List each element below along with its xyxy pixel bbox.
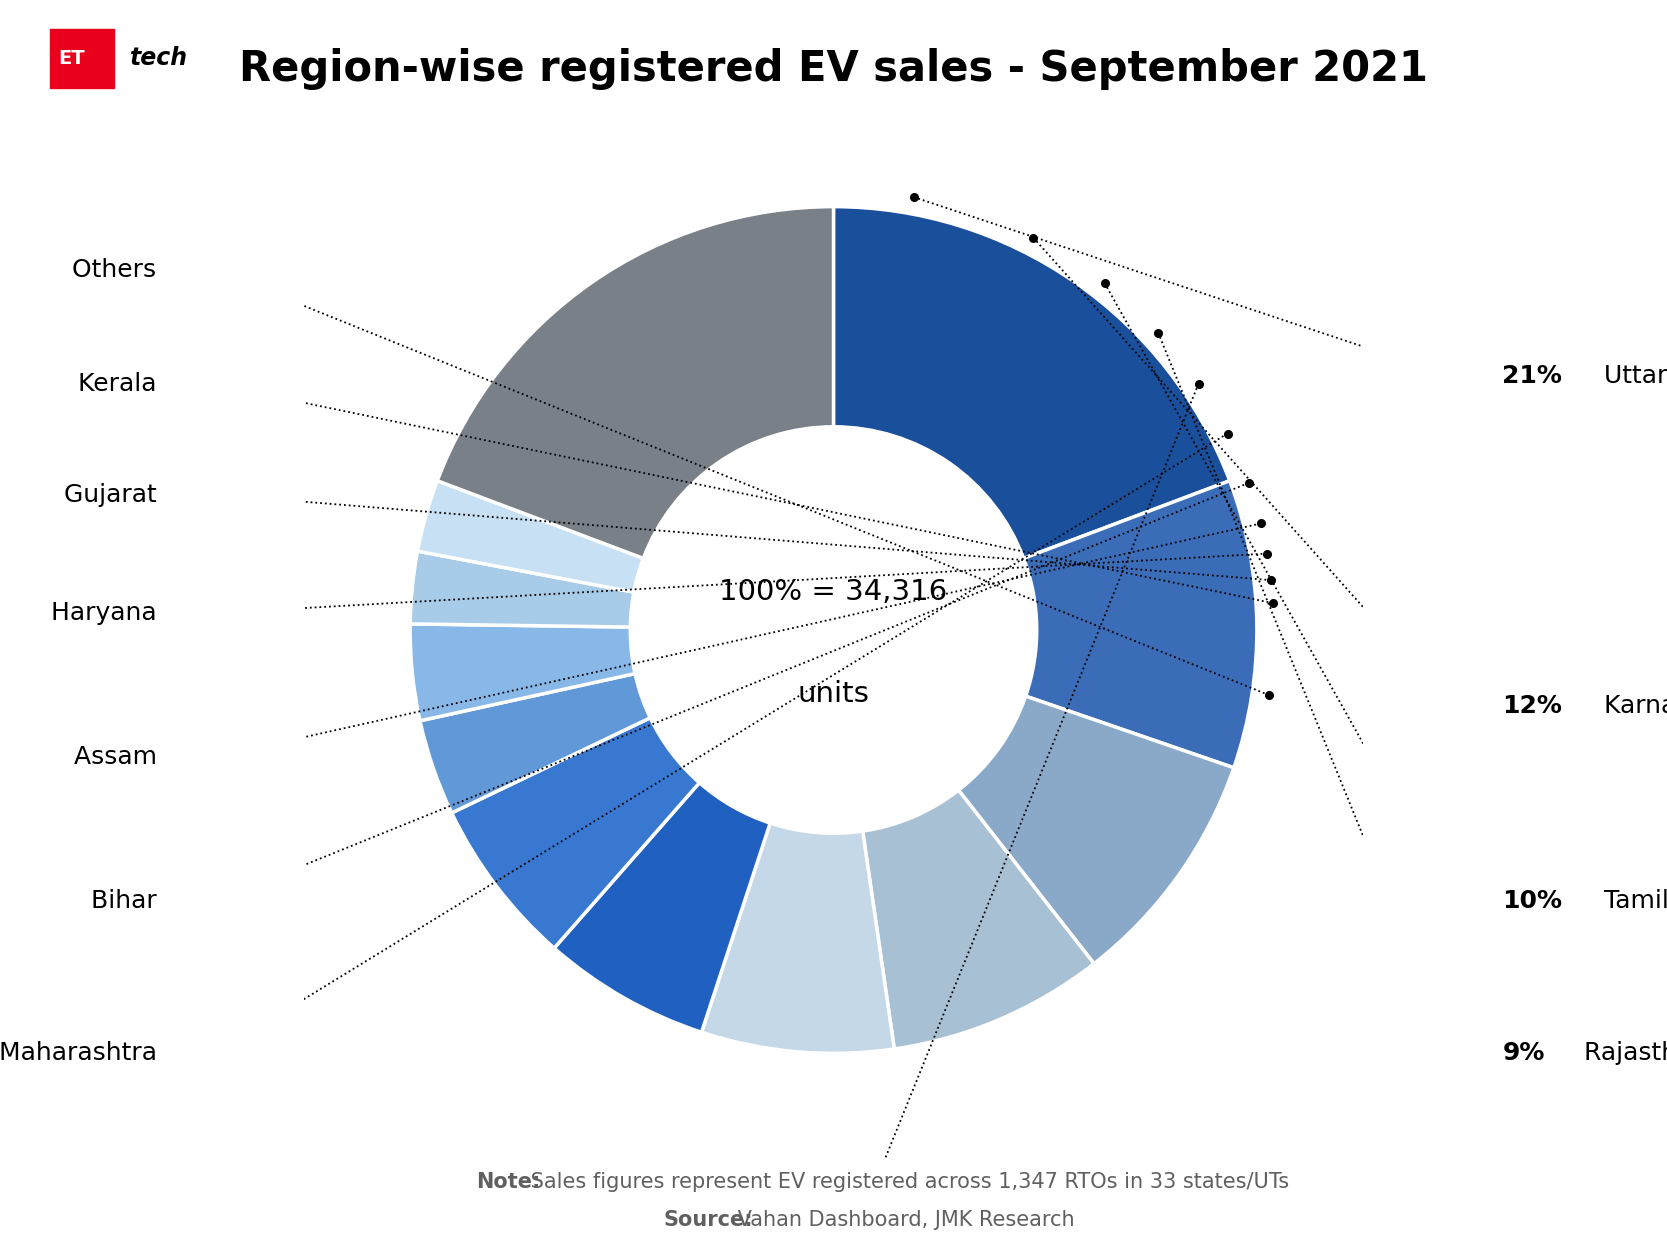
Wedge shape: [410, 624, 635, 721]
Text: Maharashtra: Maharashtra: [0, 1041, 165, 1066]
Wedge shape: [864, 790, 1094, 1050]
Wedge shape: [834, 207, 1230, 558]
Wedge shape: [702, 823, 894, 1053]
Wedge shape: [452, 718, 700, 948]
Text: Haryana: Haryana: [52, 601, 165, 625]
Wedge shape: [417, 481, 643, 592]
Text: 100% = 34,316: 100% = 34,316: [720, 578, 947, 606]
Text: Vahan Dashboard, JMK Research: Vahan Dashboard, JMK Research: [732, 1210, 1075, 1230]
Text: ET: ET: [58, 49, 85, 68]
Text: Assam: Assam: [73, 745, 165, 769]
Text: 10%: 10%: [1502, 890, 1562, 914]
Text: Kerala: Kerala: [78, 373, 165, 397]
Text: Karnataka: Karnataka: [1595, 694, 1667, 718]
Bar: [50, 29, 113, 87]
Wedge shape: [1024, 481, 1257, 767]
Text: Region-wise registered EV sales - September 2021: Region-wise registered EV sales - Septem…: [238, 48, 1429, 91]
Text: 12%: 12%: [1502, 694, 1562, 718]
Wedge shape: [553, 782, 770, 1032]
Text: 9%: 9%: [1502, 1041, 1545, 1066]
Text: Tamil Nadu: Tamil Nadu: [1595, 890, 1667, 914]
Text: Others: Others: [72, 258, 165, 282]
Text: Source:: Source:: [663, 1210, 753, 1230]
Wedge shape: [437, 207, 834, 558]
Text: Bihar: Bihar: [90, 890, 165, 914]
Text: Rajasthan: Rajasthan: [1577, 1041, 1667, 1066]
Text: Gujarat: Gujarat: [63, 483, 165, 507]
Text: 21%: 21%: [1502, 364, 1562, 388]
Text: tech: tech: [130, 47, 188, 71]
Wedge shape: [410, 551, 633, 627]
Wedge shape: [959, 696, 1234, 964]
Text: Sales figures represent EV registered across 1,347 RTOs in 33 states/UTs: Sales figures represent EV registered ac…: [523, 1172, 1289, 1192]
Text: units: units: [797, 679, 870, 708]
Text: Note:: Note:: [477, 1172, 540, 1192]
Text: Uttar Pradesh: Uttar Pradesh: [1595, 364, 1667, 388]
Wedge shape: [420, 674, 650, 813]
